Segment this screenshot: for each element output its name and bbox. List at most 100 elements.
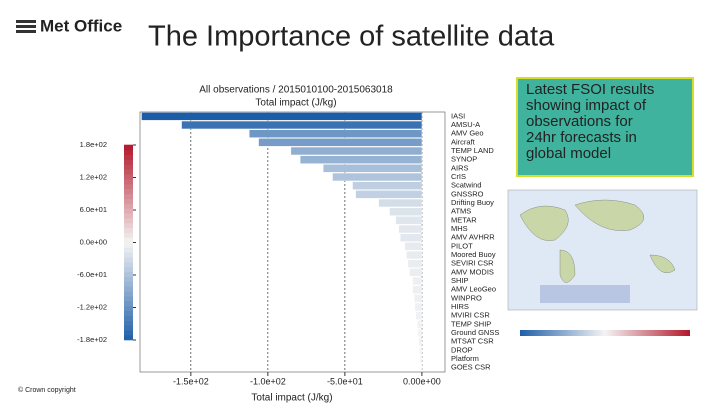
colorbar-cell [124, 261, 133, 268]
colorbar-cell [124, 266, 133, 273]
y-tick-label: METAR [451, 215, 477, 224]
colorbar-cell [124, 222, 133, 229]
colorbar-cell [124, 169, 133, 175]
y-tick-label: MVIRI CSR [451, 311, 490, 320]
colorbar-cell [124, 188, 133, 195]
bar [398, 224, 423, 234]
x-tick-label: -1.0e+02 [250, 376, 286, 386]
colorbar-cell [124, 144, 133, 151]
y-tick-label: AMV LeoGeo [451, 285, 496, 294]
colorbar-cell [124, 217, 133, 224]
map-inset [507, 189, 698, 336]
y-tick-label: AIRS [451, 163, 469, 172]
callout-text: observations for [526, 113, 633, 130]
y-tick-label: MTSAT CSR [451, 337, 494, 346]
y-tick-label: Ground GNSS [451, 328, 499, 337]
bar [417, 328, 423, 338]
footer: © Crown copyright [18, 386, 76, 394]
y-tick-label: AMV AVHRR [451, 233, 495, 242]
bar [404, 242, 423, 251]
y-tick-label: SEVIRI CSR [451, 259, 494, 268]
bar [406, 250, 423, 260]
y-tick-label: WINPRO [451, 293, 482, 302]
chart-subtitle: Total impact (J/kg) [255, 98, 336, 109]
y-tick-label: GOES CSR [451, 363, 491, 372]
bar [181, 120, 423, 130]
y-tick-label: SHIP [451, 276, 469, 285]
bar [412, 285, 423, 294]
colorbar-cell [124, 149, 133, 156]
colorbar-cell [124, 154, 133, 160]
y-tick-label: GNSSRO [451, 189, 484, 198]
bar [417, 320, 423, 329]
colorbar-cell [124, 164, 133, 170]
colorbar-tick-label: -1.8e+02 [77, 335, 107, 344]
colorbar-cell [124, 295, 133, 302]
y-tick-label: TEMP LAND [451, 146, 494, 155]
colorbar-cell [124, 290, 133, 297]
bar [300, 155, 423, 164]
bar [323, 164, 423, 173]
colorbar-cell [124, 183, 133, 190]
y-tick-label: TEMP SHIP [451, 319, 491, 328]
plot-frame [139, 111, 446, 373]
bar [420, 354, 423, 364]
colorbar-cell [124, 320, 133, 326]
colorbar-cell [124, 212, 133, 219]
colorbar-cell [124, 178, 133, 185]
bar [400, 233, 423, 242]
y-tick-label: CrIS [451, 172, 466, 181]
bar [389, 207, 423, 216]
colorbar-cell [124, 251, 133, 258]
bar [418, 337, 423, 346]
bar [420, 363, 423, 372]
logo: Met Office [40, 16, 122, 35]
colorbar-cell [124, 198, 133, 204]
colorbar-cell [124, 193, 133, 199]
x-tick-label: 0.00e+00 [403, 376, 441, 386]
colorbar-tick-label: -6.0e+01 [77, 270, 107, 279]
y-tick-label: ATMS [451, 207, 471, 216]
bar [415, 311, 423, 320]
y-tick-label: HIRS [451, 302, 469, 311]
colorbar-cell [124, 256, 133, 263]
x-tick-label: -5.0e+01 [327, 376, 363, 386]
bar [414, 294, 423, 303]
bar [395, 216, 423, 225]
callout-text: global model [526, 145, 611, 162]
slide-title: The Importance of satellite data [148, 21, 555, 53]
callout-text: 24hr forecasts in [526, 129, 637, 146]
colorbar-cell [124, 237, 133, 243]
x-tick-label: -1.5e+02 [173, 376, 209, 386]
y-tick-label: IASI [451, 111, 465, 120]
y-tick-label: Scatwind [451, 181, 481, 190]
bar [249, 129, 423, 138]
chart-title: All observations / 2015010100-2015063018 [199, 85, 393, 96]
colorbar-cell [124, 276, 133, 282]
bar [414, 302, 423, 312]
x-axis-label: Total impact (J/kg) [251, 393, 332, 404]
bar [419, 346, 423, 355]
colorbar-cell [124, 242, 133, 248]
colorbar-cell [124, 281, 133, 287]
y-tick-label: AMV Geo [451, 129, 484, 138]
y-tick-label: Platform [451, 354, 479, 363]
colorbar-cell [124, 232, 133, 238]
colorbar-cell [124, 173, 133, 180]
y-tick-label: MHS [451, 224, 468, 233]
y-tick-label: AMV MODIS [451, 267, 494, 276]
callout-box [516, 77, 694, 177]
colorbar-cell [124, 203, 133, 209]
colorbar-tick-label: -1.2e+02 [77, 302, 107, 311]
logo-icon [16, 20, 36, 33]
y-tick-label: Moored Buoy [451, 250, 496, 259]
callout-text: showing impact of [526, 97, 647, 114]
colorbar-cell [124, 329, 133, 336]
bar [258, 138, 423, 147]
colorbar-cell [124, 325, 133, 331]
bar [378, 198, 423, 208]
colorbar-cell [124, 227, 133, 234]
colorbar-tick-label: 6.0e+01 [80, 205, 107, 214]
y-tick-label: SYNOP [451, 155, 477, 164]
